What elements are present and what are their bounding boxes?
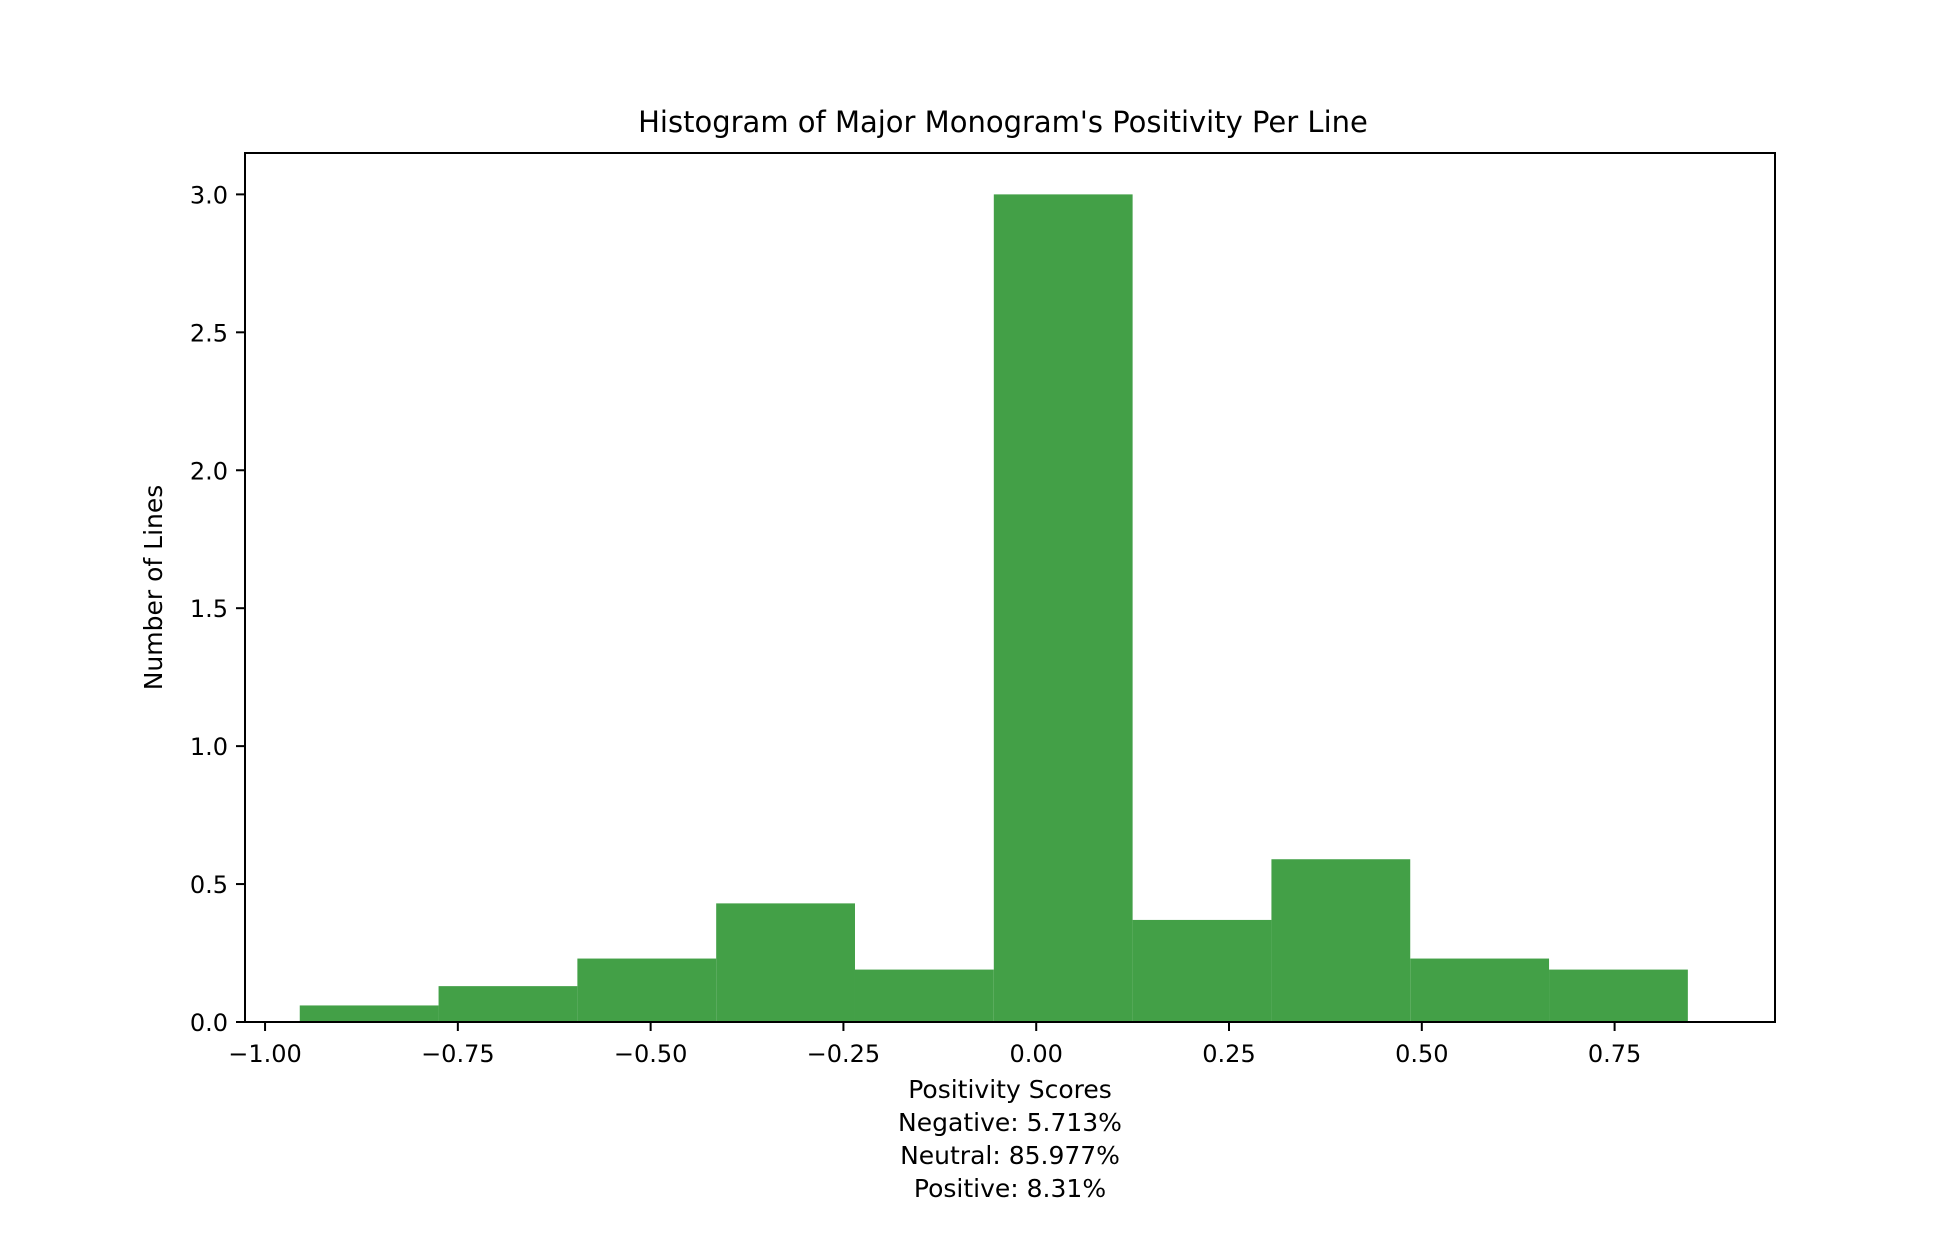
y-tick-label-6: 3.0 — [190, 181, 228, 209]
x-tick-label-4: 0.00 — [1010, 1040, 1063, 1068]
bar-bin-6 — [1132, 919, 1272, 1022]
x-tick-label-5: 0.25 — [1202, 1040, 1255, 1068]
neutral-percentage-label: Neutral: 85.977% — [900, 1141, 1120, 1170]
x-tick-label-0: −1.00 — [228, 1040, 302, 1068]
plot-frame — [244, 152, 1776, 1023]
y-tick-label-5: 2.5 — [190, 319, 228, 347]
bar-bin-4 — [854, 969, 994, 1022]
bar-bin-3 — [716, 903, 855, 1022]
bar-bin-1 — [438, 986, 578, 1022]
chart-title: Histogram of Major Monogram's Positivity… — [638, 105, 1368, 139]
bar-bin-2 — [577, 958, 717, 1022]
bar-bin-8 — [1410, 958, 1550, 1022]
positive-percentage-label: Positive: 8.31% — [914, 1174, 1106, 1203]
y-axis-label: Number of Lines — [139, 485, 168, 691]
bar-bin-0 — [299, 1005, 439, 1022]
x-axis-label: Positivity Scores — [908, 1075, 1112, 1104]
histogram-bars — [299, 194, 1688, 1022]
bar-bin-5 — [993, 194, 1133, 1022]
y-tick-label-4: 2.0 — [190, 457, 228, 485]
y-tick-label-3: 1.5 — [190, 595, 228, 623]
y-tick-label-1: 0.5 — [190, 871, 228, 899]
x-axis: −1.00 −0.75 −0.50 −0.25 0.00 0.25 0.50 0.75 — [228, 1022, 1641, 1068]
x-tick-label-7: 0.75 — [1588, 1040, 1641, 1068]
x-tick-label-2: −0.50 — [614, 1040, 688, 1068]
x-tick-label-6: 0.50 — [1395, 1040, 1448, 1068]
bar-bin-7 — [1271, 859, 1411, 1022]
y-axis: 0.0 0.5 1.0 1.5 2.0 2.5 3.0 — [190, 181, 245, 1037]
y-tick-label-2: 1.0 — [190, 733, 228, 761]
negative-percentage-label: Negative: 5.713% — [898, 1108, 1122, 1137]
x-tick-label-3: −0.25 — [807, 1040, 881, 1068]
bar-bin-9 — [1549, 969, 1688, 1022]
y-tick-label-0: 0.0 — [190, 1009, 228, 1037]
x-tick-label-1: −0.75 — [421, 1040, 495, 1068]
